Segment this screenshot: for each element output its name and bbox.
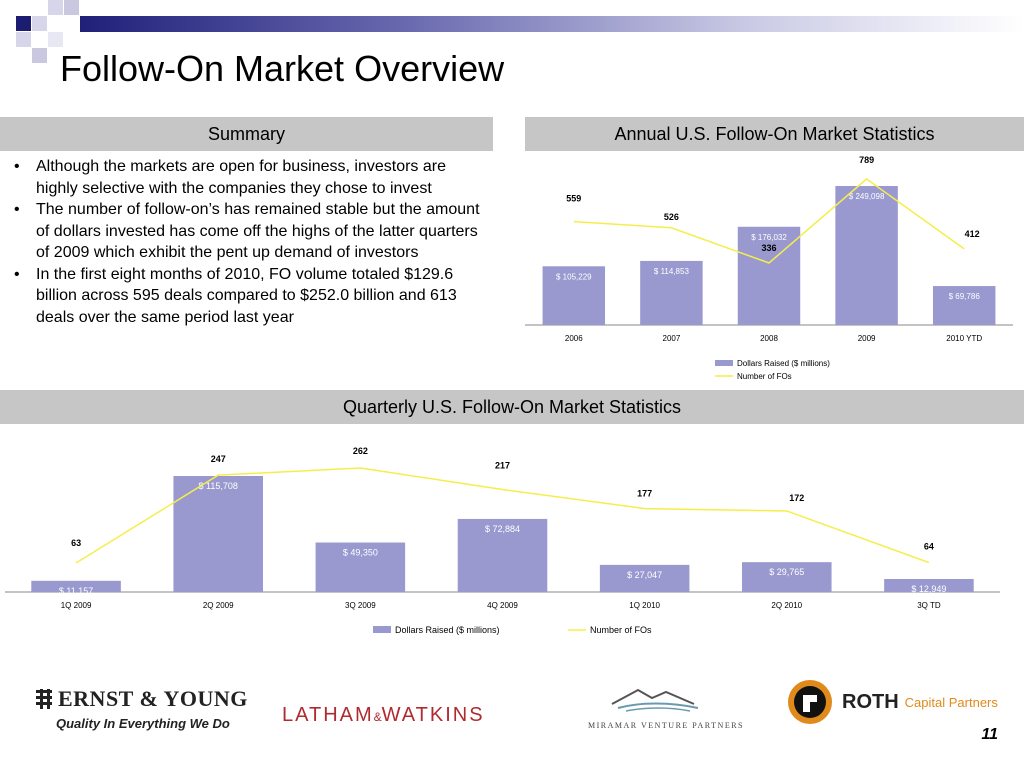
header-square: [32, 48, 47, 63]
x-tick-label: 2006: [565, 334, 583, 343]
line-value-label: 177: [637, 489, 652, 499]
miramar-text: Miramar Venture Partners: [588, 721, 744, 730]
ey-bars-icon: [36, 689, 52, 709]
legend-label-line: Number of FOs: [737, 372, 792, 381]
summary-bullet: In the first eight months of 2010, FO vo…: [8, 264, 488, 329]
bar-value-label: $ 12,949: [911, 584, 946, 594]
bar: [173, 476, 263, 592]
x-tick-label: 2009: [858, 334, 876, 343]
line-value-label: 64: [924, 542, 934, 552]
bar: [542, 266, 606, 325]
x-tick-label: 2Q 2009: [203, 601, 234, 610]
miramar-mountain-icon: [611, 688, 699, 712]
line-value-label: 247: [211, 454, 226, 464]
bar-value-label: $ 115,708: [199, 481, 238, 491]
x-tick-label: 2Q 2010: [771, 601, 802, 610]
bar: [31, 580, 121, 592]
header-square: [16, 32, 31, 47]
watkins-text: WATKINS: [381, 704, 485, 726]
line-series-number-of-fos: [75, 467, 930, 564]
roth-subtitle: Capital Partners: [904, 694, 998, 710]
quarterly-chart: $ 11,157 1Q 2009 $ 115,708 2Q 2009 $ 49,350 3…: [5, 446, 1000, 635]
bar-value-label: $ 49,350: [343, 548, 378, 558]
roth-logo: ROTH Capital Partners: [786, 678, 998, 726]
quarterly-chart-header: Quarterly U.S. Follow-On Market Statisti…: [0, 390, 1024, 424]
bar: [315, 542, 406, 592]
bar: [932, 286, 996, 325]
x-tick-label: 3Q 2009: [345, 601, 376, 610]
bar: [457, 518, 548, 592]
header-square: [64, 0, 79, 15]
ey-name: ERNST & YOUNG: [58, 686, 248, 711]
annual-chart-header: Annual U.S. Follow-On Market Statistics: [525, 117, 1024, 151]
bar: [599, 564, 690, 592]
line-value-label: 217: [495, 460, 510, 470]
latham-amp: &: [373, 710, 382, 724]
summary-bullet: Although the markets are open for busine…: [8, 156, 488, 199]
x-tick-label: 1Q 2010: [629, 601, 660, 610]
legend-swatch-bars: [715, 360, 733, 366]
miramar-logo: Miramar Venture Partners: [588, 686, 744, 730]
bar-value-label: $ 27,047: [627, 570, 662, 580]
line-value-label: 526: [664, 212, 679, 222]
line-value-label: 412: [965, 229, 980, 239]
header-square: [16, 16, 31, 31]
line-value-label: 559: [566, 194, 581, 204]
summary-header: Summary: [0, 117, 493, 151]
line-series-number-of-fos: [573, 178, 965, 264]
bar: [884, 579, 974, 592]
header-square: [48, 0, 63, 15]
x-tick-label: 2007: [663, 334, 681, 343]
bar-value-label: $ 72,884: [485, 524, 520, 534]
latham-text: LATHAM: [282, 704, 374, 726]
bar-value-label: $ 114,853: [654, 267, 690, 276]
bar: [835, 186, 898, 325]
line-value-label: 789: [859, 155, 874, 165]
roth-name: ROTH: [842, 690, 899, 713]
annual-chart: $ 105,229 2006 $ 114,853 2007 $ 176,032 2008 $…: [525, 155, 1013, 381]
x-tick-label: 2008: [760, 334, 778, 343]
bar-value-label: $ 69,786: [949, 292, 981, 301]
line-value-label: 63: [71, 538, 81, 548]
ernst-young-logo: ERNST & YOUNG Quality In Everything We D…: [36, 686, 248, 731]
legend-label-bars: Dollars Raised ($ millions): [395, 625, 500, 635]
summary-bullet: The number of follow-on’s has remained s…: [8, 199, 488, 264]
x-tick-label: 1Q 2009: [61, 601, 92, 610]
legend-label-line: Number of FOs: [590, 625, 652, 635]
legend-swatch-bars: [373, 626, 391, 633]
header-square: [48, 32, 63, 47]
ey-tagline: Quality In Everything We Do: [56, 716, 230, 731]
header-gradient-bar: [80, 16, 1024, 32]
line-value-label: 336: [761, 243, 776, 253]
x-tick-label: 4Q 2009: [487, 601, 518, 610]
bar-value-label: $ 105,229: [556, 272, 592, 281]
bar: [742, 562, 832, 592]
x-tick-label: 2010 YTD: [946, 334, 982, 343]
roth-circle-icon: [788, 680, 832, 724]
latham-watkins-logo: LATHAM&WATKINS: [282, 704, 485, 727]
line-value-label: 262: [353, 446, 368, 456]
page-number: 11: [981, 726, 998, 743]
header-square: [32, 16, 47, 31]
x-tick-label: 3Q TD: [917, 601, 941, 610]
summary-list: Although the markets are open for busine…: [8, 156, 488, 328]
bar-value-label: $ 176,032: [751, 233, 787, 242]
bar-value-label: $ 249,098: [849, 192, 885, 201]
bar-value-label: $ 11,157: [59, 586, 93, 596]
page-title: Follow-On Market Overview: [60, 48, 505, 89]
bar: [737, 226, 801, 325]
bar-value-label: $ 29,765: [769, 567, 804, 577]
legend-label-bars: Dollars Raised ($ millions): [737, 359, 830, 368]
line-value-label: 172: [789, 493, 804, 503]
bar: [640, 260, 703, 325]
